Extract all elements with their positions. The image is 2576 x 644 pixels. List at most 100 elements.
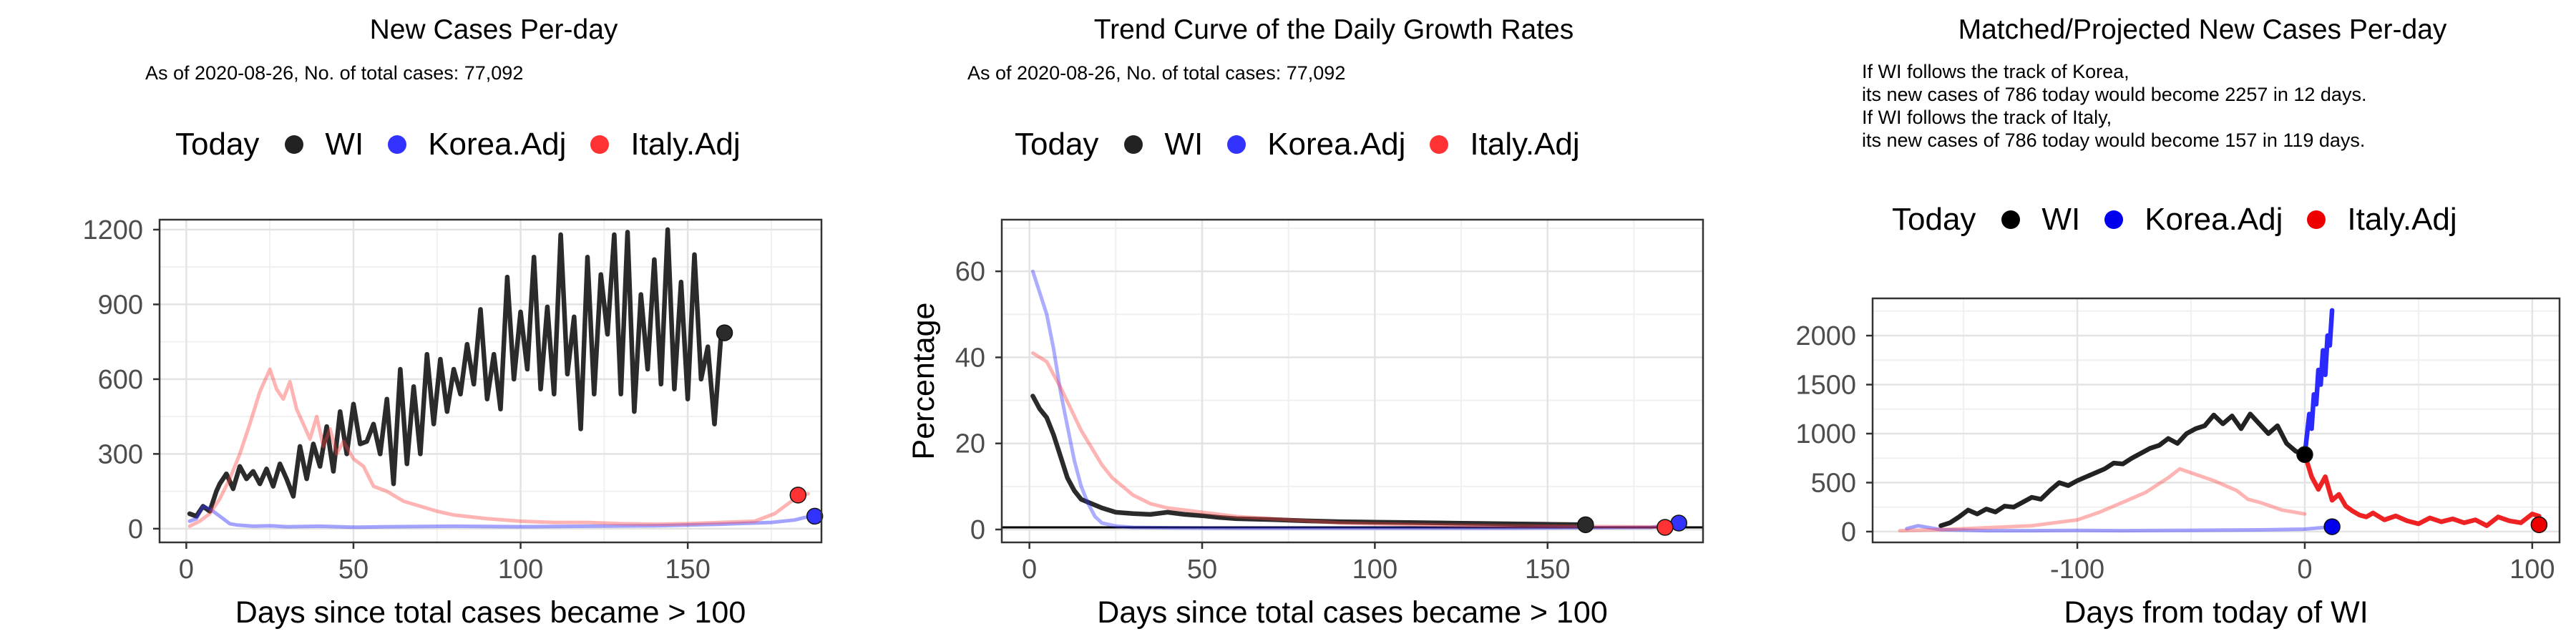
y-tick-label: 2000 [1795, 321, 1856, 351]
today-point-wi [1577, 516, 1594, 534]
legend-dot-wi [1124, 135, 1143, 154]
legend: Today WI Korea.Adj Italy.Adj [1892, 202, 2482, 238]
x-tick-label: 150 [665, 555, 710, 585]
y-tick-label: 500 [1811, 468, 1856, 498]
legend-dot-wi [285, 135, 304, 154]
today-point-italy-adj [789, 487, 807, 504]
legend-item-italy: Italy.Adj [2307, 202, 2457, 238]
legend-item-korea: Korea.Adj [2104, 202, 2283, 238]
today-point-korea-adj [806, 507, 824, 525]
today-point-wi [716, 324, 733, 341]
x-tick-label: -100 [2050, 555, 2104, 585]
legend-item-korea: Korea.Adj [388, 127, 566, 162]
panel-projected: Matched/Projected New Cases Per-day If W… [1717, 0, 2576, 644]
y-tick-label: 60 [955, 257, 985, 287]
legend-title: Today [175, 127, 260, 162]
series-line-wi [1030, 394, 1589, 527]
x-axis-label: Days since total cases became > 100 [235, 595, 746, 630]
y-tick-label: 900 [98, 290, 143, 320]
x-tick-label: 150 [1525, 555, 1570, 585]
y-tick-label: 600 [98, 365, 143, 395]
y-tick-label: 0 [128, 514, 143, 545]
y-tick-label: 1200 [82, 215, 143, 245]
series-line-korea-proj [2302, 308, 2335, 457]
today-point-wi [2296, 446, 2313, 464]
legend-item-wi: WI [285, 127, 364, 162]
legend-label: WI [2041, 202, 2081, 237]
x-tick-label: 100 [498, 555, 543, 585]
x-tick-label: 50 [338, 555, 369, 585]
y-tick-label: 300 [98, 439, 143, 469]
legend-label: Italy.Adj [1470, 127, 1580, 162]
legend: Today WI Korea.Adj Italy.Adj [1015, 127, 1604, 162]
y-tick-label: 0 [1841, 517, 1856, 547]
legend-title: Today [1892, 202, 1976, 237]
plot-border [1871, 297, 2561, 544]
chart-note-line: its new cases of 786 today would become … [1862, 84, 2367, 105]
legend-item-italy: Italy.Adj [590, 127, 741, 162]
x-tick-label: 50 [1187, 555, 1217, 585]
legend-label: Korea.Adj [428, 127, 567, 162]
chart-new-cases: 0 50 100 150 0 300 600 900 1200 Days since total … [82, 215, 824, 630]
series-line-italy-adj [187, 367, 810, 528]
x-tick-label: 0 [2297, 555, 2312, 585]
series-line-wi [1938, 411, 2308, 528]
series-line-korea-adj [1030, 269, 1681, 530]
chart-title: Matched/Projected New Cases Per-day [1958, 14, 2447, 45]
legend-dot-italy [590, 135, 610, 154]
today-point-italy-adj [1657, 519, 1674, 536]
plot-background [1002, 220, 1703, 542]
legend-item-italy: Italy.Adj [1430, 127, 1580, 162]
legend-item-wi: WI [2001, 202, 2080, 238]
chart-note-line: If WI follows the track of Italy, [1862, 107, 2112, 128]
panel-growth-rates: Trend Curve of the Daily Growth Rates As… [859, 0, 1717, 644]
legend-item-wi: WI [1124, 127, 1203, 162]
legend-dot-italy [2307, 210, 2326, 229]
legend-label: Italy.Adj [630, 127, 741, 162]
legend-dot-korea [1227, 135, 1246, 154]
series-line-wi [187, 227, 727, 519]
series-line-korea-adj [1905, 524, 2334, 533]
legend-label: WI [325, 127, 364, 162]
plot-border [158, 218, 823, 544]
chart-note: As of 2020-08-26, No. of total cases: 77… [145, 62, 524, 84]
legend-label: Korea.Adj [2145, 202, 2283, 237]
y-tick-label: 40 [955, 343, 985, 373]
legend-label: Italy.Adj [2347, 202, 2457, 237]
plot-border [1000, 218, 1704, 544]
y-tick-label: 0 [970, 515, 985, 545]
y-tick-label: 1500 [1795, 371, 1856, 401]
legend: Today WI Korea.Adj Italy.Adj [175, 127, 765, 162]
series-line-italy-proj [2302, 452, 2542, 528]
y-tick-label: 1000 [1795, 419, 1856, 449]
series-line-italy-adj [1898, 467, 2307, 533]
legend-label: Korea.Adj [1267, 127, 1406, 162]
chart-note: As of 2020-08-26, No. of total cases: 77… [967, 62, 1346, 84]
legend-dot-italy [1430, 135, 1449, 154]
legend-item-korea: Korea.Adj [1227, 127, 1405, 162]
y-tick-label: 20 [955, 429, 985, 459]
legend-dot-wi [2001, 210, 2021, 229]
legend-dot-korea [2104, 210, 2124, 229]
series-line-korea-adj [187, 504, 817, 530]
legend-dot-korea [388, 135, 407, 154]
chart-note-line: its new cases of 786 today would become … [1862, 130, 2366, 151]
legend-title: Today [1015, 127, 1099, 162]
chart-title: New Cases Per-day [369, 14, 618, 45]
y-axis-label: Percentage [907, 303, 941, 460]
today-point-italy-adj [2530, 516, 2548, 534]
x-tick-label: 0 [179, 555, 194, 585]
chart-growth-rates: 0 50 100 150 0 20 40 60 Days since total cases b… [907, 218, 1704, 630]
legend-label: WI [1164, 127, 1204, 162]
x-tick-label: 0 [1022, 555, 1037, 585]
series-line-italy-adj [1030, 351, 1667, 530]
x-tick-label: 100 [1352, 555, 1397, 585]
chart-title: Trend Curve of the Daily Growth Rates [1093, 14, 1574, 45]
x-axis-label: Days since total cases became > 100 [1097, 595, 1607, 630]
today-point-korea-adj [2323, 518, 2341, 535]
chart-note-line: If WI follows the track of Korea, [1862, 61, 2129, 82]
panel-new-cases: New Cases Per-day As of 2020-08-26, No. … [0, 0, 859, 644]
x-tick-label: 100 [2509, 555, 2555, 585]
x-axis-label: Days from today of WI [2064, 595, 2368, 630]
